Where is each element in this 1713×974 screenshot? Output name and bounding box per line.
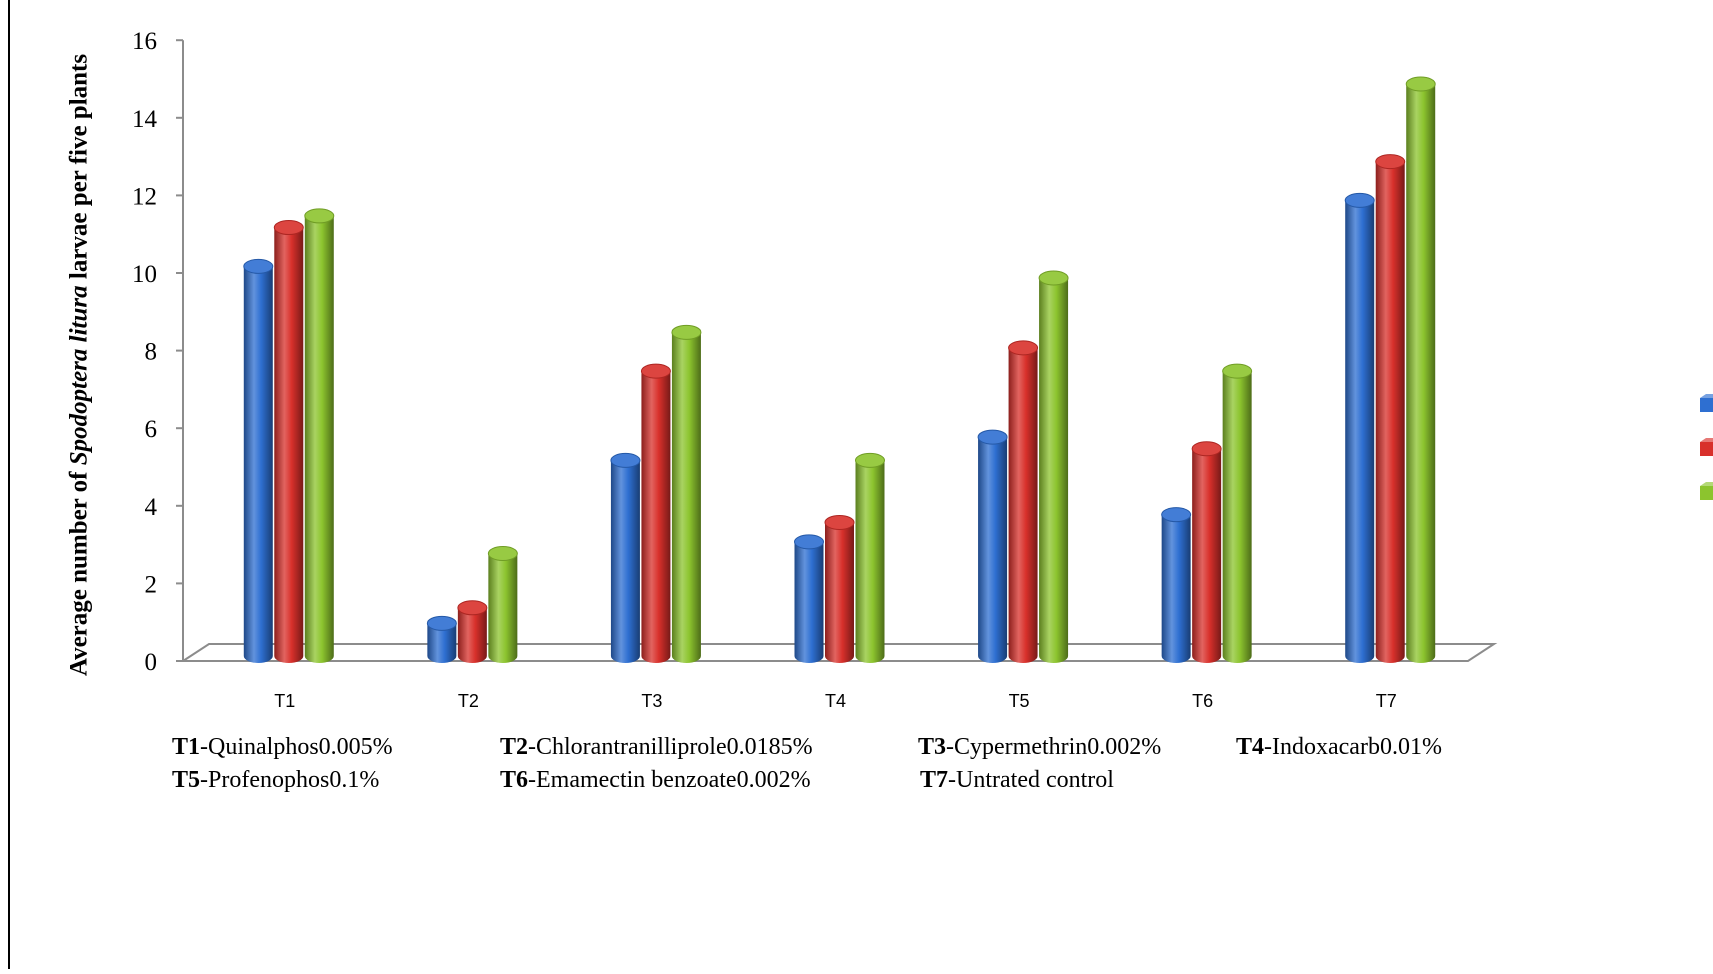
bar-cap — [273, 220, 304, 236]
y-tick-label: 0 — [145, 649, 158, 676]
y-tick-label: 16 — [132, 28, 157, 55]
bar-cap — [671, 324, 702, 340]
treatment-key-t6: T6-Emamectin benzoate0.002% — [500, 767, 811, 793]
bar-T4-series2 — [825, 522, 854, 663]
legend-marker-bevel — [1700, 394, 1713, 398]
bar-T4-series1 — [794, 541, 824, 663]
bar-cap — [794, 534, 824, 550]
treatment-key-t7: T7-Untrated control — [920, 767, 1114, 793]
bar-cap — [977, 429, 1008, 445]
bar-T2-series2 — [457, 607, 487, 663]
y-tick-label: 14 — [132, 106, 158, 133]
bar-T7-series2 — [1375, 161, 1405, 663]
bar-cap — [1008, 340, 1039, 356]
bar-T6-series3 — [1222, 371, 1252, 663]
bar-T1-series2 — [274, 227, 304, 663]
bar-T3-series2 — [641, 371, 671, 663]
bar-cap — [855, 452, 885, 468]
bar-cap — [1375, 154, 1406, 170]
bar-group-T5 — [977, 270, 1069, 663]
bar-cap — [243, 258, 274, 274]
y-axis-title-species: Spodoptera litura — [65, 285, 93, 466]
y-tick-label: 4 — [145, 494, 158, 521]
legend — [1700, 394, 1713, 500]
bar-T6-series2 — [1192, 448, 1222, 663]
x-tick-label: T5 — [1009, 691, 1030, 711]
bar-T5-series2 — [1008, 347, 1038, 663]
x-tick-label: T6 — [1192, 691, 1213, 711]
legend-marker-series1 — [1700, 398, 1713, 412]
legend-marker-bevel — [1700, 438, 1713, 442]
bar-cap — [1038, 270, 1069, 286]
bar-T3-series3 — [671, 332, 701, 663]
bar-cap — [1344, 192, 1375, 208]
x-tick-label: T2 — [458, 691, 479, 711]
bar-cap — [640, 363, 671, 379]
bar-group-T6 — [1161, 363, 1253, 663]
bar-T7-series1 — [1345, 200, 1375, 663]
y-tick-label: 10 — [132, 261, 157, 288]
bar-group-T3 — [610, 324, 702, 663]
y-axis-title: Average number of Spodoptera litura larv… — [48, 24, 110, 706]
y-tick-label: 8 — [145, 339, 158, 366]
bar-T6-series1 — [1161, 514, 1191, 663]
bar-cap — [1222, 363, 1253, 379]
bar-T2-series1 — [427, 623, 457, 663]
bar-T3-series1 — [610, 460, 640, 663]
bar-group-T4 — [794, 452, 885, 663]
bar-group-T2 — [426, 545, 518, 663]
bar-cap — [1405, 76, 1436, 92]
bar-cap — [1191, 441, 1222, 457]
bar-cap — [304, 208, 335, 224]
y-tick-label: 6 — [145, 416, 158, 443]
bar-group-T1 — [243, 208, 335, 664]
y-axis-title-part1: Average number of — [65, 465, 93, 677]
treatment-key-t4: T4-Indoxacarb0.01% — [1236, 734, 1442, 760]
bars — [243, 76, 1436, 664]
bar-cap — [610, 452, 641, 468]
treatment-key-t1: T1-Quinalphos0.005% — [172, 734, 393, 760]
bar-cap — [824, 514, 855, 530]
bar-T1-series1 — [243, 266, 273, 663]
legend-marker-series2 — [1700, 442, 1713, 456]
bar-group-T7 — [1344, 76, 1436, 663]
bar-cap — [426, 615, 457, 631]
axes: 0 2 4 6 8 10 12 14 16 T1 T2 T3 T4 T5 T6 T7 — [132, 28, 1498, 711]
bar-T1-series3 — [304, 215, 334, 664]
x-tick-label: T1 — [274, 691, 295, 711]
bar-T4-series3 — [855, 460, 885, 663]
bar-T7-series3 — [1406, 84, 1436, 663]
y-axis-title-part2: larvae per five plants — [65, 53, 93, 286]
bar-cap — [1161, 507, 1192, 523]
x-tick-label: T4 — [825, 691, 846, 711]
legend-marker-bevel — [1700, 482, 1713, 486]
bar-cap — [487, 545, 518, 561]
legend-marker-series3 — [1700, 486, 1713, 500]
treatment-key-t3: T3-Cypermethrin0.002% — [918, 734, 1162, 760]
chart-floor — [179, 643, 1498, 662]
x-tick-label: T7 — [1376, 691, 1397, 711]
treatment-key-t2: T2-Chlorantranilliprole0.0185% — [500, 734, 813, 760]
x-tick-label: T3 — [641, 691, 662, 711]
bar-T2-series3 — [488, 553, 518, 663]
bar-T5-series1 — [978, 437, 1008, 663]
treatment-key-t5: T5-Profenophos0.1% — [172, 767, 380, 793]
y-tick-label: 2 — [145, 571, 158, 598]
y-tick-label: 12 — [132, 183, 157, 210]
bar-T5-series3 — [1039, 278, 1069, 663]
bar-cap — [457, 600, 488, 616]
